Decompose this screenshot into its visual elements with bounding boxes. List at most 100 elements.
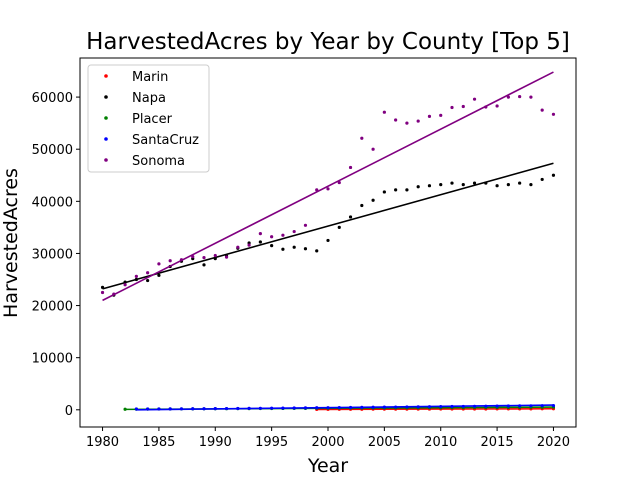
legend-label-napa: Napa — [132, 91, 166, 106]
legend-label-santacruz: SantaCruz — [132, 133, 199, 148]
data-point-sonoma — [394, 118, 398, 122]
data-point-sonoma — [405, 121, 409, 125]
data-point-sonoma — [540, 108, 544, 112]
data-point-sonoma — [224, 255, 229, 259]
data-point-sonoma — [348, 165, 353, 170]
data-point-santacruz — [394, 405, 398, 409]
data-point-napa — [157, 273, 161, 277]
data-point-napa — [540, 177, 544, 182]
data-point-santacruz — [551, 404, 556, 408]
data-point-sonoma — [236, 245, 240, 249]
data-point-santacruz — [303, 406, 308, 410]
data-point-sonoma — [461, 104, 465, 109]
data-point-napa — [495, 184, 499, 188]
data-point-sonoma — [450, 105, 454, 110]
data-point-sonoma — [292, 229, 296, 234]
data-point-napa — [202, 263, 206, 267]
data-point-santacruz — [518, 404, 522, 408]
data-point-napa — [439, 183, 443, 187]
data-point-sonoma — [281, 233, 285, 237]
x-tick-label: 2020 — [537, 435, 570, 450]
data-point-santacruz — [529, 404, 533, 408]
data-point-santacruz — [146, 407, 150, 411]
data-point-santacruz — [236, 406, 240, 411]
data-point-santacruz — [405, 405, 409, 409]
trend-line-napa — [102, 162, 554, 290]
data-point-santacruz — [213, 407, 217, 411]
y-tick-label: 10000 — [32, 352, 73, 367]
data-point-napa — [472, 181, 477, 185]
data-point-napa — [315, 249, 319, 253]
data-point-santacruz — [157, 407, 161, 411]
data-point-napa — [360, 203, 364, 208]
data-point-sonoma — [157, 262, 161, 266]
data-point-sonoma — [134, 274, 138, 278]
data-point-santacruz — [450, 404, 454, 409]
data-point-santacruz — [416, 405, 420, 409]
data-point-napa — [146, 278, 150, 283]
data-point-napa — [405, 188, 409, 192]
data-point-sonoma — [247, 243, 251, 247]
legend-label-marin: Marin — [132, 70, 168, 85]
data-point-sonoma — [146, 271, 150, 275]
y-tick-label: 60000 — [32, 91, 73, 106]
data-point-sonoma — [360, 136, 364, 140]
y-tick-label: 40000 — [32, 195, 73, 210]
data-point-santacruz — [281, 406, 285, 410]
data-point-sonoma — [427, 114, 432, 118]
series-santacruz — [134, 404, 556, 411]
series-sonoma — [100, 71, 556, 302]
data-point-santacruz — [247, 406, 251, 410]
data-point-napa — [529, 183, 533, 187]
data-point-napa — [506, 183, 510, 187]
data-point-napa — [134, 277, 138, 282]
data-point-napa — [281, 247, 285, 251]
data-point-sonoma — [495, 104, 499, 108]
data-point-napa — [394, 188, 398, 192]
data-point-santacruz — [270, 406, 274, 410]
data-point-santacruz — [202, 407, 206, 411]
data-point-santacruz — [191, 407, 195, 411]
data-point-sonoma — [202, 256, 206, 260]
x-tick-label: 1985 — [142, 435, 175, 450]
data-point-sonoma — [371, 147, 375, 151]
data-point-napa — [416, 185, 420, 189]
legend-marker-santacruz — [104, 137, 108, 141]
data-point-sonoma — [416, 119, 420, 123]
data-point-santacruz — [461, 404, 465, 409]
data-point-napa — [382, 190, 386, 194]
data-point-sonoma — [191, 254, 195, 259]
data-point-placer — [123, 407, 127, 411]
x-tick-label: 1995 — [255, 435, 288, 450]
legend-marker-marin — [104, 74, 108, 78]
y-tick-label: 50000 — [32, 143, 73, 158]
data-point-sonoma — [472, 97, 477, 101]
data-point-sonoma — [100, 290, 105, 295]
data-point-sonoma — [270, 235, 274, 239]
x-tick-label: 1980 — [86, 435, 119, 450]
trend-line-marin — [316, 407, 554, 411]
data-point-napa — [348, 215, 353, 219]
legend-marker-placer — [104, 116, 108, 120]
data-point-santacruz — [360, 405, 364, 409]
data-point-napa — [326, 238, 330, 243]
data-point-santacruz — [168, 407, 172, 411]
data-point-santacruz — [179, 407, 184, 411]
data-point-napa — [258, 240, 262, 244]
plot-area — [100, 71, 556, 411]
data-point-napa — [518, 181, 522, 185]
y-tick-label: 30000 — [32, 247, 73, 262]
data-point-sonoma — [551, 112, 556, 116]
data-point-napa — [213, 257, 217, 261]
y-tick-label: 20000 — [32, 300, 73, 315]
data-point-santacruz — [326, 406, 330, 410]
data-point-santacruz — [495, 404, 499, 408]
x-tick-label: 2005 — [368, 435, 401, 450]
data-point-santacruz — [540, 404, 544, 408]
data-point-santacruz — [134, 407, 138, 411]
data-point-napa — [450, 181, 454, 185]
legend-label-placer: Placer — [132, 112, 173, 127]
chart-title: HarvestedAcres by Year by County [Top 5] — [86, 29, 570, 55]
data-point-sonoma — [326, 187, 330, 191]
